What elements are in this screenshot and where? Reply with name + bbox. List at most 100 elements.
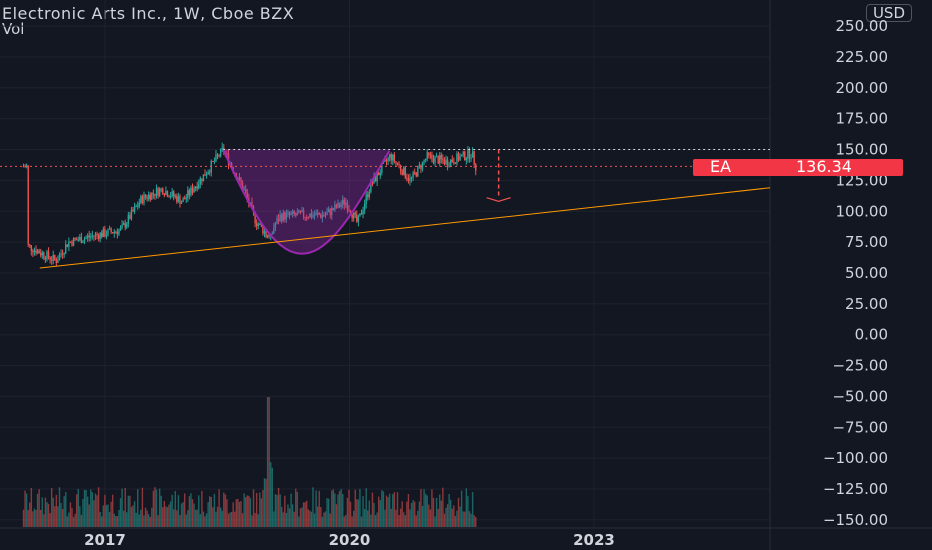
volume-bar <box>459 506 461 527</box>
volume-bar <box>381 490 383 527</box>
volume-bar <box>63 496 65 527</box>
candle-body <box>245 189 247 193</box>
volume-bar <box>61 509 64 527</box>
candle-body <box>99 232 101 240</box>
candle-body <box>80 237 83 243</box>
volume-bar <box>288 508 291 527</box>
volume-bar <box>412 500 414 527</box>
volume-bar <box>127 495 130 527</box>
volume-bar <box>57 506 59 527</box>
candle-body <box>412 172 414 178</box>
volume-bar <box>359 488 361 527</box>
volume-bar <box>457 497 460 527</box>
volume-bar <box>224 494 227 527</box>
candle-body <box>465 158 468 161</box>
volume-bar <box>99 511 101 527</box>
volume-bar <box>80 514 83 527</box>
volume-label: Vol <box>2 20 25 38</box>
candle-body <box>338 202 341 207</box>
volume-bar <box>449 499 452 527</box>
candle-body <box>157 188 159 196</box>
currency-button[interactable]: USD <box>865 4 912 22</box>
candle-body <box>160 188 162 190</box>
volume-bar <box>428 504 430 527</box>
volume-bar <box>299 508 302 527</box>
volume-bar <box>252 489 255 527</box>
volume-bar <box>387 497 389 527</box>
volume-bar <box>270 462 272 527</box>
volume-bar <box>130 506 133 527</box>
volume-bar <box>368 500 371 527</box>
y-tick-label: 150.00 <box>836 141 889 159</box>
volume-bar <box>241 513 244 527</box>
volume-bar <box>173 509 175 527</box>
volume-bar <box>185 514 187 527</box>
volume-bar <box>280 506 283 527</box>
volume-bar <box>141 487 144 527</box>
candle-body <box>118 229 120 235</box>
volume-bar <box>207 502 209 527</box>
candle-body <box>287 212 289 214</box>
volume-bar <box>439 494 441 527</box>
candle-body <box>421 161 424 170</box>
candle-body <box>88 235 90 238</box>
volume-bar <box>273 511 275 527</box>
candle-body <box>83 238 86 242</box>
volume-bar <box>382 491 385 527</box>
candle-body <box>126 223 128 228</box>
volume-bar <box>460 490 463 527</box>
volume-bar <box>415 515 417 527</box>
volume-bar <box>221 510 223 527</box>
candle-body <box>440 155 443 159</box>
candle-body <box>371 181 374 184</box>
candle-body <box>401 170 403 175</box>
candle-body <box>151 192 153 200</box>
time-axis[interactable]: 2017 2020 2023 <box>84 531 615 549</box>
volume-bar <box>251 515 253 527</box>
candle-body <box>119 227 122 230</box>
candle-body <box>367 194 369 198</box>
volume-bar <box>97 487 100 527</box>
candle-body <box>29 244 31 246</box>
candle-body <box>47 251 50 258</box>
volume-bar <box>30 487 33 527</box>
volume-bar <box>406 501 408 527</box>
volume-bar <box>215 511 217 527</box>
volume-bar <box>260 498 263 527</box>
volume-bar <box>38 489 40 527</box>
volume-bar <box>354 489 356 527</box>
candle-body <box>30 245 33 251</box>
y-tick-label: 100.00 <box>836 202 889 220</box>
candle-body <box>138 203 140 207</box>
volume-bar <box>274 494 277 527</box>
candle-body <box>415 172 417 177</box>
volume-bar <box>204 516 206 527</box>
volume-bar <box>44 497 47 527</box>
volume-bar <box>468 511 471 527</box>
candle-body <box>360 213 363 215</box>
candle-body <box>265 231 267 238</box>
candle-body <box>63 253 65 255</box>
volume-bar <box>266 397 269 527</box>
candle-body <box>165 191 167 195</box>
candle-body <box>396 162 399 165</box>
volume-bar <box>69 502 72 527</box>
candle-body <box>274 223 277 228</box>
candle-body <box>38 250 40 254</box>
price-axis[interactable]: 250.00225.00200.00175.00150.00125.00100.… <box>823 17 888 529</box>
candle-body <box>384 159 386 162</box>
candle-body <box>199 178 202 185</box>
candle-body <box>357 216 360 222</box>
candle-body <box>124 223 126 228</box>
candle-body <box>460 154 463 157</box>
candle-body <box>467 149 469 159</box>
candle-body <box>273 227 275 234</box>
candle-body <box>276 218 278 224</box>
candle-body <box>251 202 253 207</box>
volume-bar <box>357 499 360 527</box>
candle-body <box>174 195 176 197</box>
candle-body <box>179 196 181 204</box>
candle-body <box>110 228 112 233</box>
